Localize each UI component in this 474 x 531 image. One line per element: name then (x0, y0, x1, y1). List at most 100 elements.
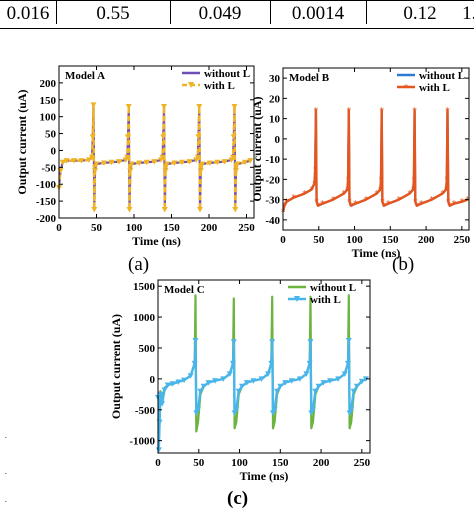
table-cell: 0.049 (198, 3, 242, 24)
data-point-marker (192, 338, 199, 344)
data-point-marker (160, 134, 167, 140)
data-point-marker (265, 371, 272, 377)
data-point-marker (247, 158, 254, 164)
data-point-marker (234, 161, 241, 167)
y-tick-label: 500 (139, 343, 156, 355)
data-point-marker: * (447, 202, 452, 212)
data-point-marker (221, 159, 228, 165)
data-point-marker (358, 378, 365, 385)
data-point-marker (136, 160, 143, 166)
data-point-marker (258, 376, 265, 382)
data-point-marker (143, 159, 150, 166)
data-point-marker: * (397, 196, 402, 206)
data-point-marker (63, 158, 70, 164)
y-tick-label: 0 (51, 145, 57, 157)
x-tick-label: 0 (155, 457, 161, 469)
x-tick-label: 150 (163, 222, 180, 234)
margin-mark: · (4, 468, 8, 480)
x-tick-label: 100 (346, 234, 363, 246)
legend-marker: * (404, 83, 409, 94)
x-axis-label: Time (ns) (132, 234, 181, 248)
data-point-marker: * (347, 107, 352, 117)
y-axis-label: Output current (uA) (15, 89, 29, 194)
data-point-marker (303, 371, 310, 377)
legend-label: with L (204, 80, 235, 92)
x-tick-label: 200 (313, 457, 330, 469)
data-point-marker (238, 383, 245, 390)
y-tick-label: 150 (40, 95, 57, 107)
data-point-marker (243, 380, 250, 386)
data-point-marker (309, 407, 316, 413)
data-point-marker (89, 134, 96, 140)
x-axis-label: Time (ns) (240, 469, 289, 483)
table-cell: 0.0014 (291, 3, 345, 24)
data-point-marker (307, 339, 314, 345)
data-point-marker (231, 104, 238, 110)
data-point-marker: * (412, 107, 417, 117)
data-point-marker (164, 382, 171, 389)
x-tick-label: 50 (91, 222, 103, 234)
plot-frame (157, 279, 371, 454)
data-point-marker (277, 383, 284, 390)
data-point-marker (89, 154, 95, 161)
series-line-2 (59, 103, 251, 211)
x-axis-label: Time (ns) (352, 246, 401, 260)
data-point-marker (151, 159, 158, 165)
y-tick-label: 20 (269, 93, 281, 105)
legend-label: with L (310, 294, 341, 306)
data-point-marker (161, 387, 168, 393)
data-point-marker (214, 159, 221, 166)
data-point-marker (101, 160, 107, 166)
series-line-1 (158, 294, 367, 442)
table-divider (270, 0, 271, 24)
table-cell: 1.6 (462, 3, 474, 24)
series-line-1 (59, 103, 251, 211)
panel-label-b: (b) (392, 254, 415, 275)
data-point-marker (230, 154, 236, 161)
x-tick-label: 150 (272, 457, 289, 469)
data-point-marker: * (347, 198, 352, 208)
data-point-marker (194, 154, 201, 161)
data-point-marker (274, 388, 281, 395)
data-point-marker: * (407, 190, 412, 200)
data-point-marker (269, 339, 276, 345)
data-point-marker: * (282, 202, 287, 212)
data-point-marker: * (415, 202, 420, 212)
data-point-marker (306, 360, 313, 367)
data-point-marker: * (314, 198, 319, 208)
data-point-marker (187, 373, 194, 379)
data-point-marker: * (386, 200, 391, 210)
data-point-marker (71, 158, 77, 164)
series-line-2 (158, 339, 367, 452)
data-point-marker (161, 104, 167, 110)
data-point-marker: * (379, 107, 384, 117)
data-point-marker: * (379, 175, 384, 185)
data-point-marker (124, 154, 131, 161)
x-tick-label: 50 (193, 457, 205, 469)
margin-mark: · (4, 496, 8, 508)
y-tick-label: 10 (269, 114, 281, 126)
table-bottom-border (0, 28, 474, 29)
data-point-marker (157, 391, 164, 398)
data-point-marker (296, 376, 303, 382)
data-point-marker (159, 154, 166, 161)
legend-label: with L (419, 82, 450, 94)
table-divider (56, 0, 57, 24)
data-point-marker (230, 360, 237, 367)
y-tick-label: -1000 (129, 436, 155, 448)
y-tick-label: -40 (265, 215, 280, 227)
data-point-marker (59, 159, 66, 166)
y-tick-label: 1500 (133, 281, 156, 293)
legend-marker (188, 82, 194, 88)
data-point-marker (195, 134, 202, 140)
table-cell: 0.55 (96, 3, 130, 24)
data-point-marker (196, 104, 203, 110)
data-point-marker (320, 380, 327, 386)
data-point-marker (181, 377, 188, 384)
data-point-marker (161, 207, 168, 213)
y-tick-label: 50 (45, 129, 57, 141)
data-point-marker (92, 168, 98, 174)
panel-label-c: (c) (227, 488, 249, 509)
data-point-marker: * (446, 198, 451, 208)
data-point-marker (93, 161, 100, 167)
